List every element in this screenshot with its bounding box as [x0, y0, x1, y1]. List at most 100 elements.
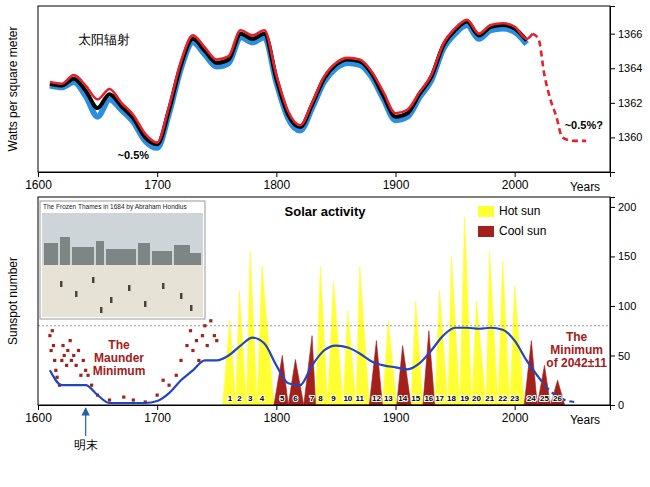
- annotation-line: ~0.5%?: [565, 119, 603, 131]
- x-tick-mark: [38, 405, 39, 410]
- scatter-point: [195, 339, 198, 342]
- scatter-point: [82, 359, 85, 362]
- scatter-point: [70, 359, 73, 362]
- x-axis: 1600 1700 1800 1900 2000: [25, 405, 610, 425]
- scatter-point: [90, 384, 93, 387]
- scatter-point: [167, 384, 170, 387]
- x-tick: 1600: [25, 405, 52, 425]
- cycle-label: 15: [411, 394, 420, 403]
- x-tick: 1700: [144, 405, 171, 425]
- y-tick-label: 1360: [618, 131, 642, 143]
- cycle-label: 22: [498, 394, 507, 403]
- inset-background: [40, 201, 205, 319]
- series-line: [50, 20, 533, 143]
- x-axis-title: Years: [570, 413, 600, 427]
- cycle-label: 9: [331, 394, 336, 403]
- x-tick: 2000: [502, 405, 529, 425]
- x-tick: 1900: [383, 405, 410, 425]
- annotation: 明末: [74, 438, 98, 452]
- annotation-line: Maunder: [94, 351, 144, 365]
- scatter-point: [156, 393, 159, 396]
- y-tick: 50: [610, 349, 630, 361]
- scatter-point: [53, 359, 56, 362]
- inset-figure: [110, 297, 113, 303]
- cycle-label: 21: [485, 394, 494, 403]
- series-line: [50, 25, 527, 148]
- x-tick-mark: [157, 172, 158, 177]
- x-tick-label: 1800: [263, 178, 290, 192]
- x-tick-mark: [396, 172, 397, 177]
- panel: 16001700180019002000050100150200Sunspot …: [6, 197, 636, 452]
- scatter-point: [55, 376, 58, 379]
- x-tick-label: 1800: [263, 411, 290, 425]
- x-tick-mark: [515, 172, 516, 177]
- y-tick: 0: [610, 399, 624, 411]
- scatter-point: [79, 374, 82, 377]
- scatter-point: [122, 395, 125, 398]
- y-tick-mark: [610, 355, 615, 356]
- y-tick-mark: [610, 405, 615, 406]
- series-area: [274, 331, 565, 405]
- inset-building: [106, 249, 136, 267]
- x-tick-label: 1600: [25, 178, 52, 192]
- scatter-point: [203, 324, 206, 327]
- cycle-label: 3: [248, 394, 253, 403]
- scatter-point: [60, 359, 63, 362]
- scatter-point: [201, 334, 204, 337]
- scatter-point: [48, 334, 51, 337]
- cycle-label: 25: [540, 394, 549, 403]
- y-tick: 150: [610, 250, 636, 262]
- annotation-line: Minimum: [93, 364, 146, 378]
- y-tick: 200: [610, 201, 636, 213]
- scatter-point: [185, 344, 188, 347]
- annotation-arrow: [85, 408, 86, 436]
- x-tick-label: 1700: [144, 178, 171, 192]
- inset-caption: The Frozen Thames in 1684 by Abraham Hon…: [43, 203, 187, 211]
- scatter-point: [206, 344, 209, 347]
- cycle-label: 24: [527, 394, 536, 403]
- cycle-label: 17: [435, 394, 444, 403]
- inset-building: [138, 243, 150, 267]
- scatter-point: [209, 319, 212, 322]
- inset-figure: [92, 277, 95, 283]
- scatter-point: [215, 339, 218, 342]
- x-tick: 1800: [263, 172, 290, 192]
- chart-title: 太阳辐射: [78, 32, 130, 47]
- x-tick-label: 1900: [383, 411, 410, 425]
- y-tick: 1364: [610, 62, 642, 74]
- scatter-point: [84, 369, 87, 372]
- series-line: [50, 328, 539, 403]
- scatter-point: [66, 349, 69, 352]
- x-tick-mark: [276, 405, 277, 410]
- y-tick-label: 200: [618, 201, 636, 213]
- y-tick-label: 150: [618, 250, 636, 262]
- annotation-line: of 2042±11: [546, 356, 607, 370]
- y-axis: 050100150200: [610, 198, 636, 412]
- cycle-label: 20: [472, 394, 481, 403]
- scatter-point: [189, 329, 192, 332]
- annotation-line: The: [566, 330, 588, 344]
- chart-canvas: 160017001800190020001360136213641366Watt…: [0, 0, 650, 487]
- scatter-point: [72, 354, 75, 357]
- inset-building: [44, 243, 58, 267]
- cycle-label: 4: [260, 394, 265, 403]
- annotation: TheMinimumof 2042±11: [546, 330, 607, 370]
- inset-building: [96, 241, 104, 267]
- inset-figure: [75, 291, 78, 297]
- y-tick-mark: [610, 68, 615, 69]
- cycle-label: 7: [310, 394, 315, 403]
- scatter-point: [132, 398, 135, 401]
- scatter-point: [162, 379, 165, 382]
- inset-figure: [144, 301, 147, 307]
- annotation: ~0.5%?: [565, 119, 603, 131]
- annotation-line: The: [108, 338, 130, 352]
- annotation-line: Minimum: [550, 343, 603, 357]
- cycle-label: 12: [372, 394, 381, 403]
- scatter-point: [50, 349, 53, 352]
- y-axis-title: Sunspot number: [6, 257, 20, 345]
- cycle-label: 2: [237, 394, 242, 403]
- y-tick-mark: [610, 256, 615, 257]
- legend: Hot sunCool sun: [478, 204, 546, 238]
- inset-building: [174, 245, 190, 267]
- y-tick-label: 50: [618, 349, 630, 361]
